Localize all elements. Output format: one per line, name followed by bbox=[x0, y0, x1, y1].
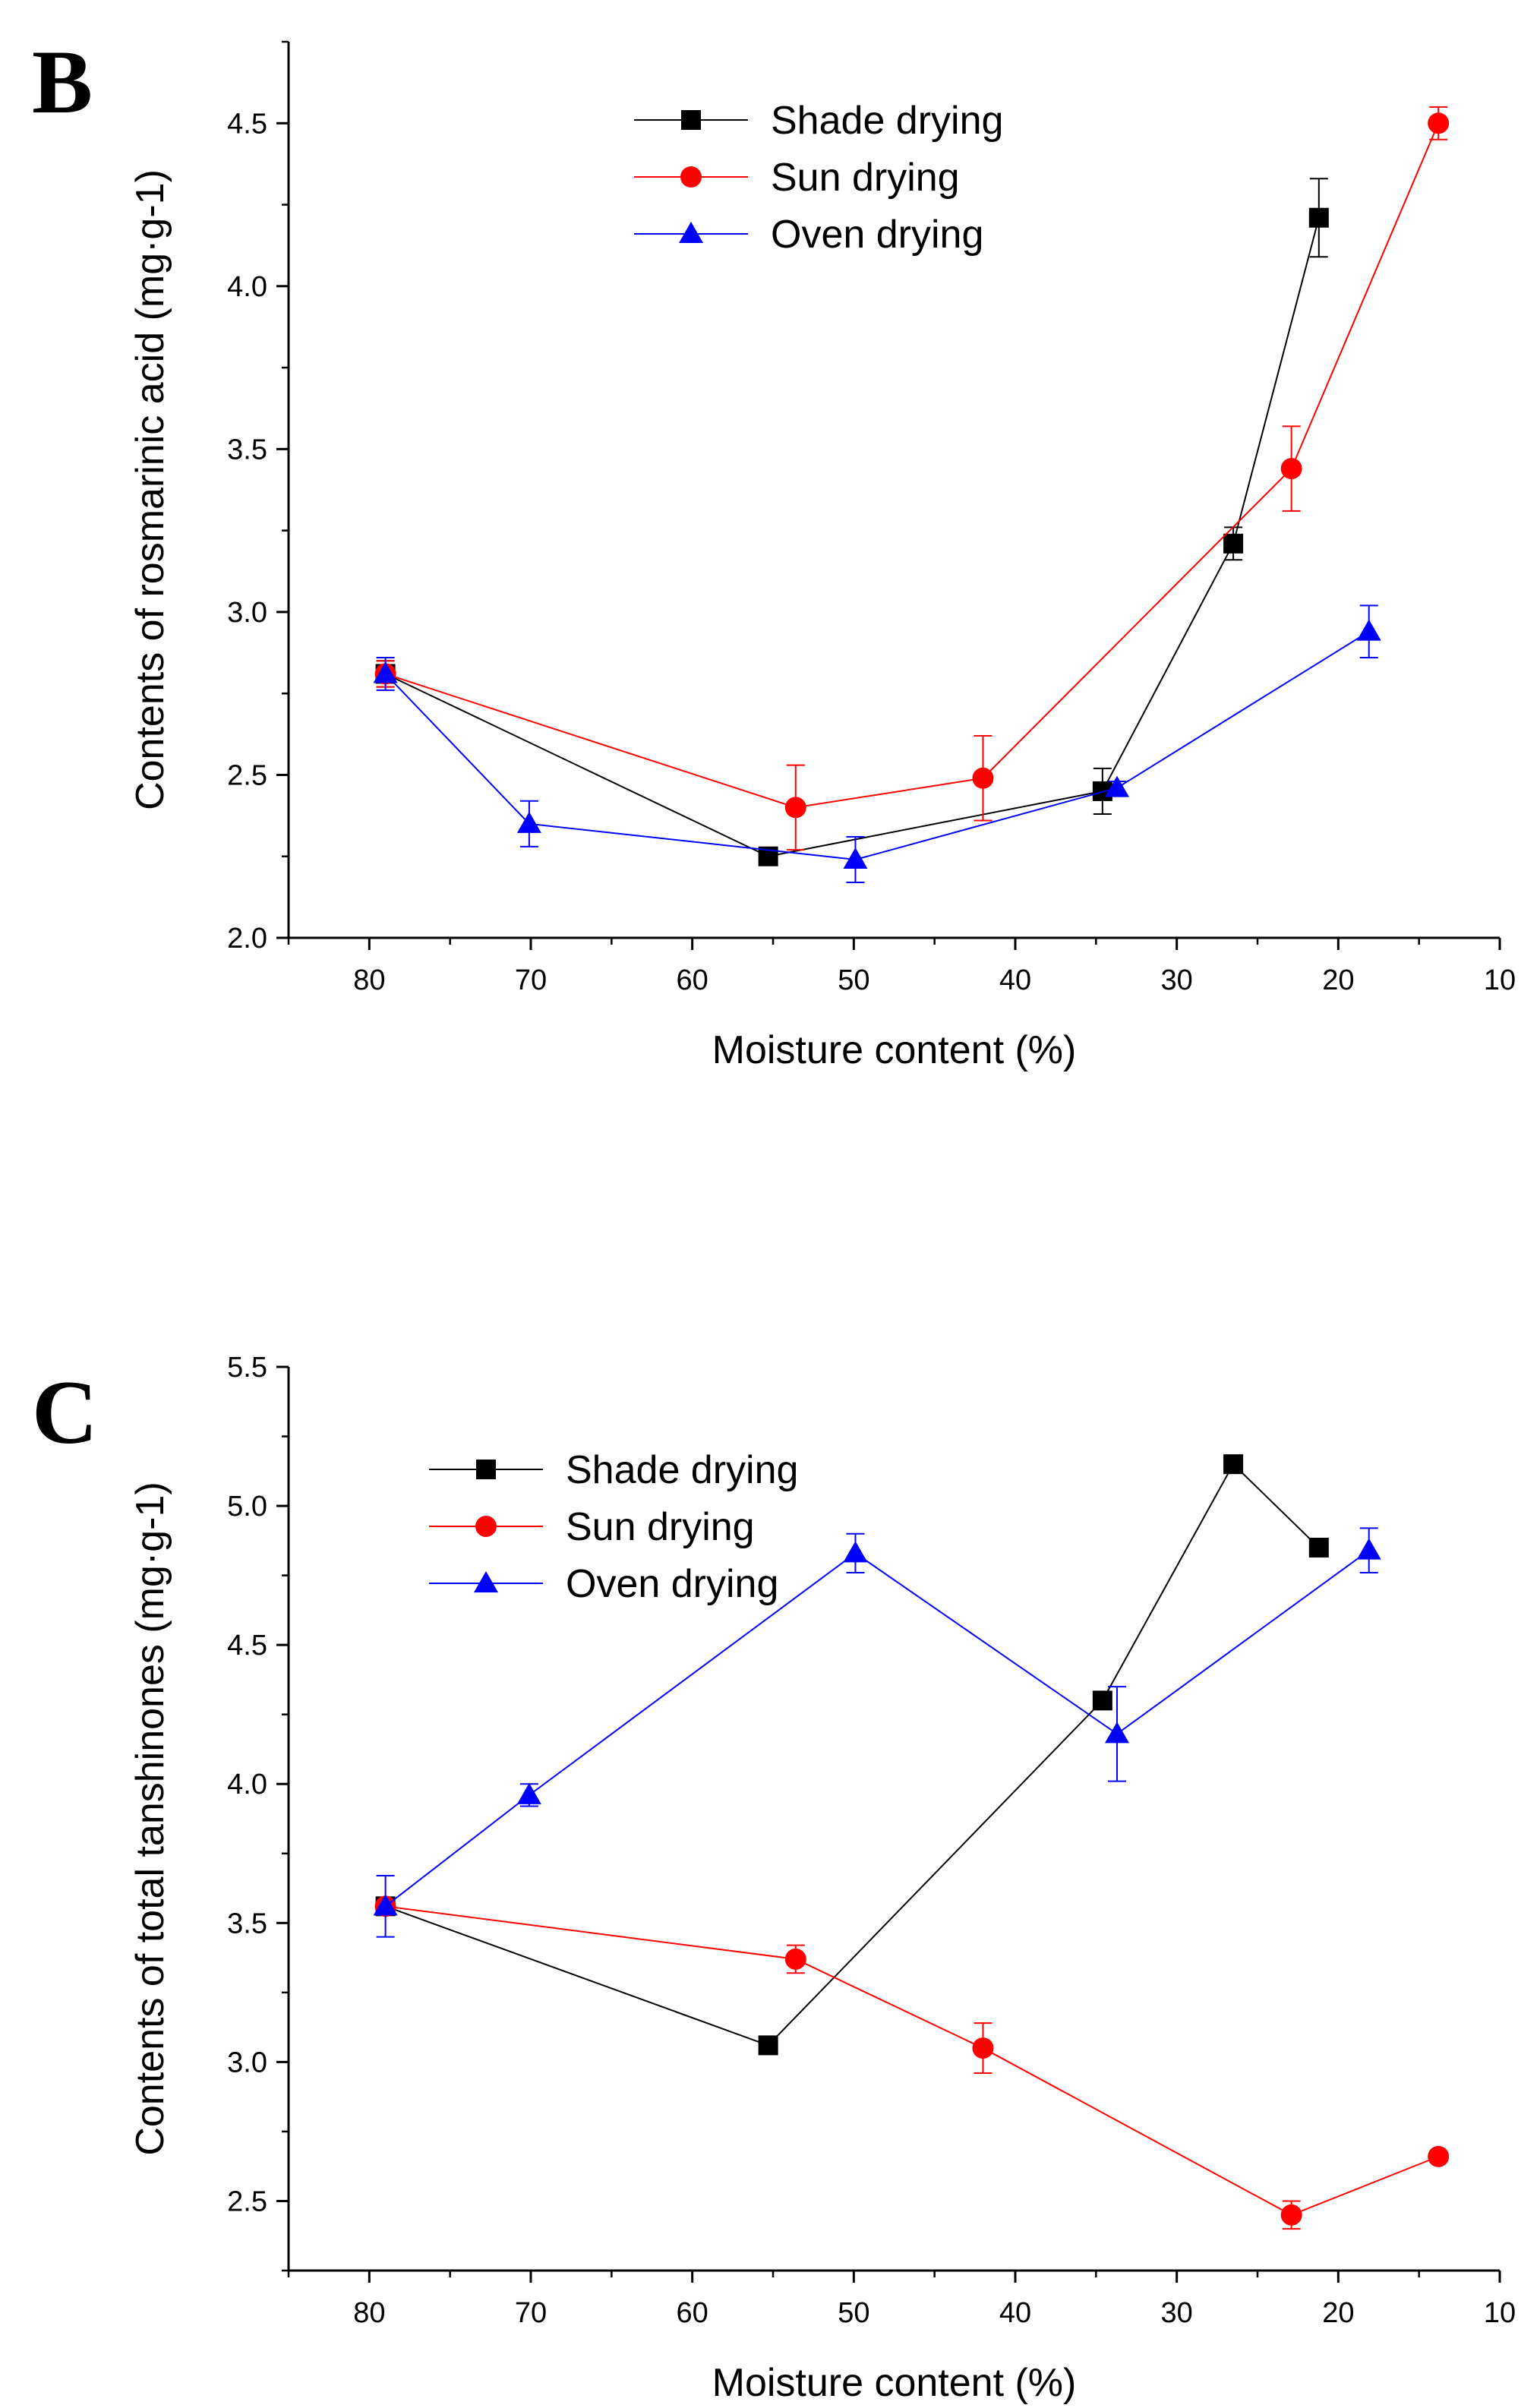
legend-marker bbox=[679, 222, 703, 243]
legend-entry: Shade drying bbox=[429, 1448, 798, 1492]
x-tick-label: 10 bbox=[1484, 2297, 1516, 2329]
data-point bbox=[1223, 533, 1244, 554]
legend-label: Oven drying bbox=[771, 213, 983, 257]
data-point bbox=[1356, 1538, 1381, 1560]
series-sun-drying bbox=[374, 1895, 1450, 2230]
legend-marker bbox=[476, 1460, 496, 1479]
y-tick-label: 3.5 bbox=[227, 1908, 267, 1939]
series-oven-drying bbox=[373, 604, 1381, 884]
data-point bbox=[784, 1948, 806, 1970]
y-tick-label: 5.0 bbox=[227, 1491, 267, 1523]
x-tick-label: 50 bbox=[838, 2297, 869, 2329]
series-shade-drying bbox=[375, 178, 1329, 866]
x-tick-label: 30 bbox=[1161, 964, 1193, 996]
legend-entry: Shade drying bbox=[634, 99, 1003, 143]
y-axis-title: Contents of total tanshinones (mg·g-1) bbox=[128, 1482, 172, 2155]
data-point bbox=[843, 847, 868, 869]
data-point bbox=[1280, 2204, 1302, 2226]
x-tick-label: 40 bbox=[999, 964, 1031, 996]
legend-marker bbox=[681, 110, 701, 130]
y-tick-label: 4.0 bbox=[227, 1769, 267, 1800]
x-tick-label: 20 bbox=[1322, 2297, 1354, 2329]
series-oven-drying bbox=[373, 1527, 1381, 1938]
x-tick-label: 50 bbox=[838, 964, 869, 996]
legend-label: Shade drying bbox=[566, 1448, 798, 1492]
data-point bbox=[784, 797, 806, 819]
legend-entry: Sun drying bbox=[429, 1505, 755, 1549]
data-point bbox=[516, 1782, 541, 1804]
legend-label: Sun drying bbox=[566, 1505, 755, 1549]
x-tick-label: 80 bbox=[353, 2297, 385, 2329]
legend-label: Shade drying bbox=[771, 99, 1003, 143]
x-tick-label: 80 bbox=[353, 964, 385, 996]
x-tick-label: 70 bbox=[515, 964, 547, 996]
x-tick-label: 20 bbox=[1322, 964, 1354, 996]
y-tick-label: 2.5 bbox=[227, 2186, 267, 2217]
data-point bbox=[1308, 207, 1329, 228]
data-point bbox=[1428, 112, 1450, 134]
x-tick-label: 60 bbox=[677, 2297, 708, 2329]
data-point bbox=[1223, 1454, 1244, 1475]
data-point bbox=[1104, 775, 1129, 797]
legend-entry: Oven drying bbox=[634, 213, 983, 257]
legend-marker bbox=[680, 166, 702, 188]
data-point bbox=[1280, 458, 1302, 480]
data-point bbox=[1428, 2145, 1450, 2167]
x-tick-label: 10 bbox=[1484, 964, 1516, 996]
panel-label: B bbox=[32, 31, 93, 132]
x-tick-label: 40 bbox=[999, 2297, 1031, 2329]
data-point bbox=[972, 767, 994, 789]
chart-panel-B: B 80 70 60 50 40 30 20 10 2.0 2.5 3.0 3.5 4.0 4.5 Moist… bbox=[32, 31, 1516, 1072]
y-tick-label: 2.0 bbox=[227, 923, 267, 955]
data-point bbox=[373, 661, 398, 683]
x-tick-label: 60 bbox=[677, 964, 708, 996]
y-tick-label: 3.0 bbox=[227, 2047, 267, 2078]
x-tick-label: 70 bbox=[515, 2297, 547, 2329]
data-point bbox=[758, 2035, 778, 2056]
data-point bbox=[1308, 1538, 1329, 1557]
chart-panel-C: C 80 70 60 50 40 30 20 10 2.5 3.0 3.5 4.0 4.5 5.0 5.5 Mo… bbox=[32, 1352, 1516, 2405]
series-line bbox=[384, 1549, 1370, 1908]
y-tick-label: 5.5 bbox=[227, 1352, 267, 1384]
series-shade-drying bbox=[375, 1454, 1329, 2056]
y-tick-label: 3.0 bbox=[227, 597, 267, 629]
data-point bbox=[1356, 619, 1381, 641]
data-point bbox=[972, 2037, 994, 2059]
data-point bbox=[1092, 1690, 1112, 1711]
legend-label: Sun drying bbox=[771, 156, 960, 200]
legend-entry: Oven drying bbox=[429, 1562, 778, 1606]
y-tick-label: 4.0 bbox=[227, 271, 267, 303]
legend-label: Oven drying bbox=[566, 1562, 778, 1606]
legend-marker bbox=[474, 1571, 498, 1592]
panel-label: C bbox=[32, 1362, 98, 1463]
data-point bbox=[1104, 1722, 1129, 1744]
legend-entry: Sun drying bbox=[634, 156, 960, 200]
data-point bbox=[843, 1541, 868, 1563]
series-line bbox=[385, 1905, 1439, 2216]
y-tick-label: 4.5 bbox=[227, 1630, 267, 1662]
y-tick-label: 3.5 bbox=[227, 434, 267, 466]
series-line bbox=[385, 217, 1320, 857]
data-point bbox=[373, 1894, 398, 1916]
x-axis-title: Moisture content (%) bbox=[712, 1028, 1077, 1072]
x-axis-title: Moisture content (%) bbox=[712, 2361, 1077, 2405]
y-tick-label: 4.5 bbox=[227, 108, 267, 140]
legend-marker bbox=[475, 1516, 497, 1537]
x-tick-label: 30 bbox=[1161, 2297, 1193, 2329]
y-tick-label: 2.5 bbox=[227, 759, 267, 791]
y-axis-title: Contents of rosmarinic acid (mg·g-1) bbox=[128, 169, 172, 810]
data-point bbox=[516, 811, 541, 833]
